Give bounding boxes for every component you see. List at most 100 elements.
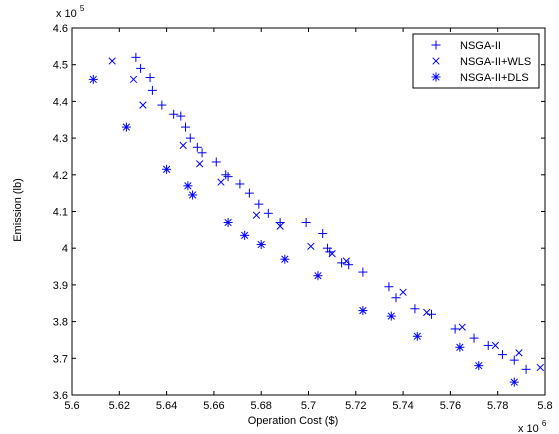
data-point-plus	[410, 304, 420, 314]
data-point-plus	[483, 340, 493, 350]
data-point-x	[139, 101, 147, 109]
y-axis-ticks: 3.6 3.7 3.8 3.9 4 4.1 4.2 4.3 4.4 4.5 4.6	[53, 23, 545, 402]
data-point-x	[423, 308, 431, 317]
y-tick-label: 4.3	[53, 133, 68, 145]
data-point-plus	[235, 179, 245, 189]
data-point-plus	[254, 199, 264, 209]
y-tick-label: 4.1	[53, 207, 68, 219]
legend-entry-nsga-ii: NSGA-II	[460, 40, 501, 52]
data-point-star	[183, 181, 193, 191]
data-point-star	[280, 254, 290, 264]
x-tick-label: 5.72	[345, 400, 366, 412]
x-axis-multiplier: x 10 6	[518, 419, 547, 434]
x-tick-label: 5.66	[203, 400, 224, 412]
y-tick-label: 3.6	[53, 390, 68, 402]
data-point-star	[162, 164, 172, 174]
y-tick-label: 3.7	[53, 353, 68, 365]
data-point-x	[196, 160, 204, 168]
data-point-plus	[469, 333, 479, 343]
legend-entry-nsga-ii-wls: NSGA-II+WLS	[460, 56, 531, 68]
data-point-x	[328, 250, 336, 258]
data-point-star	[88, 74, 98, 84]
data-point-star	[509, 377, 519, 387]
data-point-x	[108, 57, 116, 65]
data-point-plus	[322, 243, 332, 253]
data-point-star	[313, 271, 323, 281]
x-tick-label: 5.8	[537, 400, 552, 412]
data-point-plus	[136, 63, 146, 73]
data-point-plus	[384, 282, 394, 292]
data-point-plus	[301, 218, 311, 228]
x-multiplier-base: x 10	[518, 423, 539, 434]
data-point-x	[536, 363, 544, 372]
data-point-star	[412, 331, 422, 341]
x-axis-ticks: 5.6 5.62 5.64 5.66 5.68 5.7 5.72 5.74 5.76 5.78 5.…	[64, 28, 553, 412]
data-point-x	[458, 323, 466, 331]
data-point-plus	[185, 133, 195, 143]
legend-marker-x	[432, 57, 440, 65]
x-tick-label: 5.76	[440, 400, 461, 412]
data-point-star	[240, 230, 250, 240]
y-axis-label: Emission (lb)	[12, 178, 24, 242]
legend-entry-nsga-ii-dls: NSGA-II+DLS	[460, 72, 529, 84]
x-tick-label: 5.64	[156, 400, 177, 412]
data-point-plus	[147, 85, 157, 95]
data-point-plus	[521, 364, 531, 374]
data-point-x	[399, 288, 407, 296]
x-multiplier-exponent: 6	[542, 419, 547, 428]
data-point-plus	[211, 157, 221, 167]
data-point-star	[358, 306, 368, 316]
data-point-plus	[318, 229, 328, 239]
data-point-x	[515, 349, 523, 357]
data-point-plus	[181, 122, 191, 132]
y-tick-label: 4.2	[53, 170, 68, 182]
data-point-plus	[192, 142, 202, 152]
data-point-plus	[509, 355, 519, 365]
data-point-star	[386, 311, 396, 321]
data-point-plus	[221, 170, 231, 180]
data-point-plus	[223, 172, 233, 182]
y-tick-label: 4.4	[53, 96, 68, 108]
y-tick-label: 4.5	[53, 60, 68, 72]
legend-marker-plus	[431, 40, 441, 50]
data-point-plus	[145, 73, 155, 83]
y-multiplier-exponent: 5	[80, 4, 85, 13]
data-point-x	[252, 211, 261, 219]
data-point-plus	[157, 100, 167, 110]
data-point-plus	[344, 260, 354, 270]
data-point-plus	[197, 148, 207, 158]
data-point-plus	[131, 52, 141, 62]
data-point-plus	[263, 208, 273, 218]
y-tick-label: 3.9	[53, 280, 68, 292]
legend-markers	[431, 40, 441, 82]
data-point-plus	[497, 350, 507, 360]
data-point-plus	[176, 111, 186, 121]
y-tick-label: 3.8	[53, 317, 68, 329]
data-point-star	[121, 122, 131, 132]
y-axis-multiplier: x 10 5	[56, 4, 85, 20]
data-point-plus	[169, 109, 179, 119]
y-tick-label: 4	[62, 243, 68, 255]
data-markers	[88, 52, 544, 387]
y-multiplier-base: x 10	[56, 8, 77, 20]
x-tick-label: 5.78	[487, 400, 508, 412]
data-point-x	[276, 222, 284, 230]
x-tick-label: 5.62	[109, 400, 130, 412]
data-point-x	[129, 75, 138, 84]
data-point-plus	[244, 188, 254, 198]
data-point-star	[188, 190, 198, 200]
x-tick-label: 5.6	[64, 400, 79, 412]
x-tick-label: 5.68	[250, 400, 271, 412]
data-point-star	[474, 361, 484, 371]
data-point-star	[256, 240, 266, 250]
legend-marker-star	[431, 72, 441, 82]
data-point-star	[455, 342, 465, 352]
x-tick-label: 5.7	[301, 400, 316, 412]
data-point-plus	[450, 324, 460, 334]
data-point-x	[217, 178, 225, 186]
data-point-plus	[358, 267, 368, 277]
data-point-x	[179, 141, 187, 150]
data-point-star	[223, 218, 233, 228]
x-axis-label: Operation Cost ($)	[248, 415, 338, 427]
